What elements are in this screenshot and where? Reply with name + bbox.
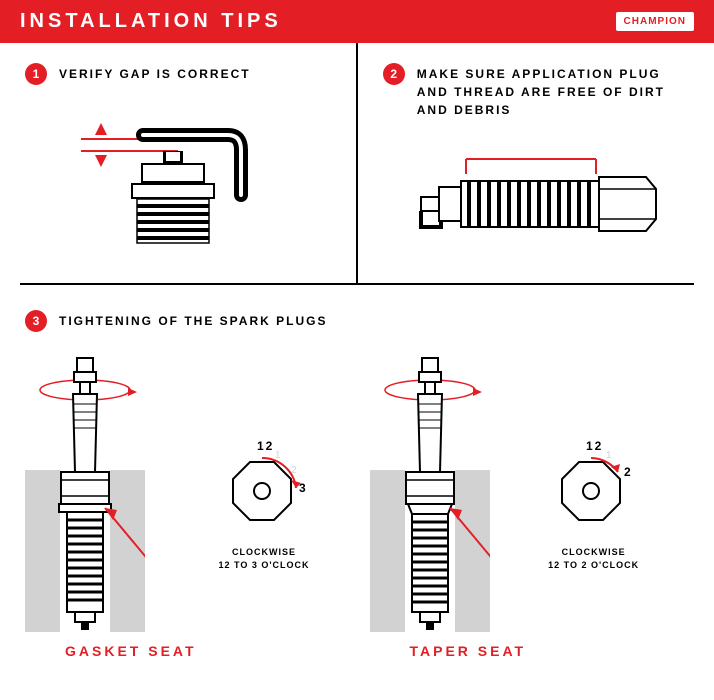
step-title-2: Make sure application plug and thread ar… xyxy=(417,65,689,119)
step-header-3: 3 Tightening of the spark plugs xyxy=(25,310,689,332)
clock-gasket: 12 3 1 2 clockwise 12 to 3 o'clock xyxy=(217,438,312,573)
plug-gasket: Gasket Seat xyxy=(25,352,197,659)
svg-text:1: 1 xyxy=(275,450,283,461)
illustration-thread xyxy=(383,139,689,269)
clock-label-taper: clockwise 12 to 2 o'clock xyxy=(546,546,641,573)
illustration-gap xyxy=(25,105,331,245)
step-title-1: Verify gap is correct xyxy=(59,65,251,83)
clock-12-label: 12 xyxy=(257,439,274,453)
step-number-2: 2 xyxy=(383,63,405,85)
panel-step-1: 1 Verify gap is correct xyxy=(0,43,356,283)
clock-label-gasket: clockwise 12 to 3 o'clock xyxy=(217,546,312,573)
svg-text:12: 12 xyxy=(586,439,603,453)
label-gasket-seat: Gasket Seat xyxy=(65,643,197,659)
step-header-1: 1 Verify gap is correct xyxy=(25,63,331,85)
page-title: Installation Tips xyxy=(20,10,282,33)
step-number-3: 3 xyxy=(25,310,47,332)
step-title-3: Tightening of the spark plugs xyxy=(59,312,327,330)
svg-text:1: 1 xyxy=(606,450,614,461)
brand-logo: CHAMPION xyxy=(616,12,694,31)
plug-taper: Taper Seat xyxy=(370,352,527,659)
panel-step-3: 3 Tightening of the spark plugs xyxy=(0,285,714,679)
panel-step-2: 2 Make sure application plug and thread … xyxy=(358,43,714,283)
label-taper-seat: Taper Seat xyxy=(410,643,527,659)
tightening-row: Gasket Seat 12 3 1 2 clockwise 1 xyxy=(25,352,689,659)
step-header-2: 2 Make sure application plug and thread … xyxy=(383,63,689,119)
clock-taper: 12 2 1 clockwise 12 to 2 o'clock xyxy=(546,438,641,573)
svg-text:2: 2 xyxy=(624,465,633,479)
header-bar: Installation Tips CHAMPION xyxy=(0,0,714,43)
step-number-1: 1 xyxy=(25,63,47,85)
top-row: 1 Verify gap is correct xyxy=(0,43,714,283)
block-gasket: Gasket Seat 12 3 1 2 clockwise 1 xyxy=(25,352,345,659)
block-taper: Taper Seat 12 2 1 clockwise 12 to 2 o'cl… xyxy=(370,352,690,659)
